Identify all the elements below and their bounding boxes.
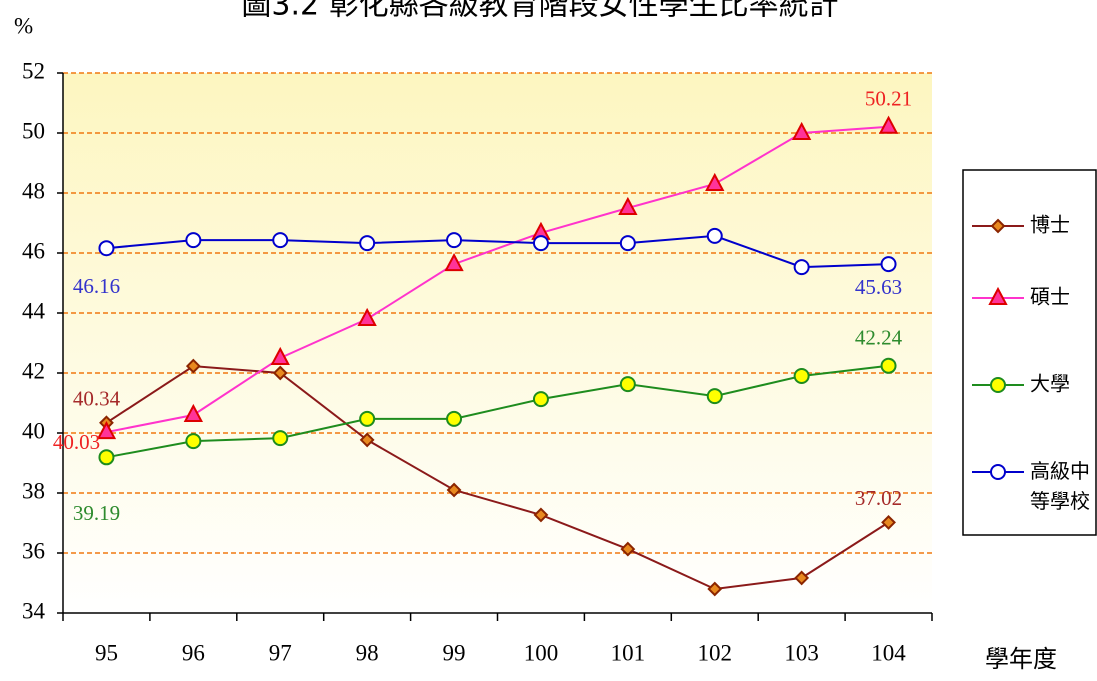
- data-label: 50.21: [865, 87, 912, 111]
- chart-title: 圖3.2 彰化縣各級教育階段女性學生比率統計: [241, 0, 838, 23]
- marker: [359, 410, 376, 427]
- legend-marker: [990, 464, 1006, 480]
- marker: [446, 232, 463, 249]
- marker: [98, 240, 115, 257]
- y-tick-label: 50: [22, 118, 45, 143]
- series-line: [105, 365, 890, 591]
- marker: [881, 514, 896, 530]
- x-tick-label: 97: [269, 640, 292, 665]
- plot-area: [63, 73, 932, 613]
- marker: [446, 410, 463, 427]
- marker: [791, 121, 812, 140]
- marker: [619, 376, 636, 393]
- marker: [98, 449, 115, 466]
- marker: [532, 235, 549, 252]
- marker: [706, 227, 723, 244]
- series-line: [106, 234, 889, 269]
- marker: [880, 357, 897, 374]
- series-line: [106, 125, 889, 434]
- y-unit: %: [14, 13, 33, 38]
- marker: [620, 541, 636, 557]
- marker: [185, 232, 202, 249]
- marker: [793, 259, 810, 276]
- marker: [272, 232, 289, 249]
- marker: [618, 196, 638, 215]
- marker: [446, 482, 462, 498]
- x-tick-label: 103: [784, 640, 819, 665]
- marker: [185, 358, 201, 374]
- marker: [444, 252, 464, 272]
- x-tick-label: 100: [524, 640, 559, 665]
- legend-label: 碩士: [1030, 285, 1070, 309]
- legend-label: 高級中等學校: [1030, 459, 1090, 513]
- marker: [96, 420, 117, 440]
- marker: [705, 172, 725, 191]
- legend-label: 博士: [1030, 213, 1070, 237]
- data-label: 45.63: [855, 275, 902, 299]
- data-label: 40.34: [73, 387, 121, 411]
- marker: [359, 235, 376, 252]
- y-tick-label: 48: [22, 178, 45, 203]
- marker: [880, 256, 897, 273]
- marker: [619, 235, 636, 252]
- legend-box: [962, 169, 1097, 536]
- legend-marker: [988, 286, 1008, 305]
- marker: [532, 391, 549, 408]
- plot-layer: 34 36 38 40 42 44 46 48 50 52 95 96 97 98 99 100 101 102 1…: [22, 58, 1090, 665]
- marker: [272, 365, 288, 381]
- series-line: [106, 364, 889, 459]
- marker: [794, 570, 810, 586]
- data-label: 46.16: [73, 274, 120, 298]
- marker: [533, 507, 549, 523]
- y-tick-label: 42: [22, 358, 45, 383]
- marker: [878, 115, 899, 134]
- x-tick-label: 98: [356, 640, 379, 665]
- y-tick-label: 40: [22, 418, 45, 443]
- marker: [359, 432, 375, 448]
- y-tick-label: 52: [22, 58, 45, 83]
- marker: [270, 346, 290, 365]
- marker: [185, 433, 202, 450]
- x-tick-label: 101: [611, 640, 646, 665]
- x-axis-label: 學年度: [985, 645, 1057, 673]
- x-tick-label: 99: [443, 640, 466, 665]
- legend-marker: [990, 377, 1006, 393]
- x-tick-label: 96: [182, 640, 205, 665]
- data-label: 39.19: [73, 501, 120, 525]
- x-tick-label: 95: [95, 640, 118, 665]
- marker: [357, 307, 377, 326]
- y-tick-label: 38: [22, 478, 45, 503]
- data-label: 40.03: [53, 430, 100, 454]
- marker: [706, 388, 723, 405]
- marker: [183, 403, 204, 422]
- legend-label: 大學: [1030, 372, 1070, 396]
- y-tick-label: 44: [22, 298, 46, 323]
- x-tick-label: 104: [871, 640, 906, 665]
- y-tick-label: 46: [22, 238, 45, 263]
- legend-marker: [990, 218, 1006, 234]
- marker: [272, 430, 289, 447]
- y-tick-label: 34: [22, 598, 46, 623]
- marker: [793, 368, 810, 384]
- x-tick-label: 102: [698, 640, 733, 665]
- data-label: 37.02: [855, 486, 902, 510]
- data-label: 42.24: [855, 326, 903, 350]
- marker: [707, 581, 723, 597]
- y-tick-label: 36: [22, 538, 45, 563]
